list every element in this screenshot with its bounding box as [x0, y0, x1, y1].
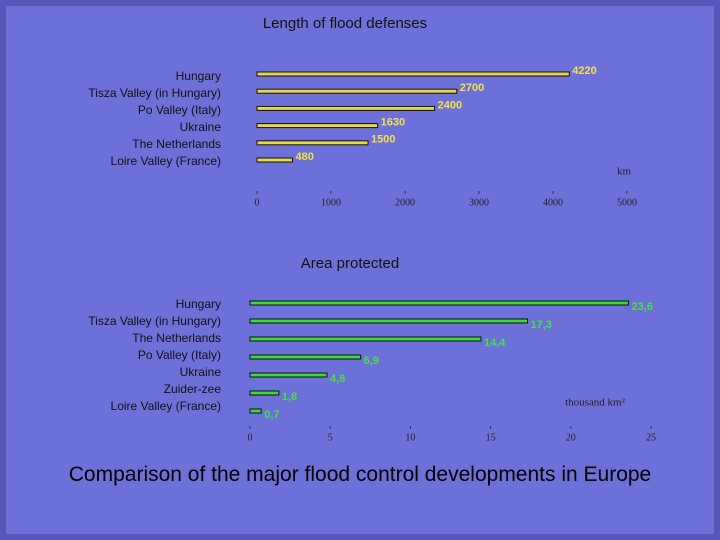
bar — [249, 390, 280, 396]
category-label: Po Valley (Italy) — [138, 103, 221, 117]
x-axis-label: thousand km² — [565, 397, 626, 409]
value-label: 14,4 — [484, 337, 506, 349]
bar — [256, 88, 458, 94]
category-label: Loire Valley (France) — [111, 154, 221, 168]
bar — [249, 354, 362, 360]
category-label: Loire Valley (France) — [111, 399, 221, 413]
value-label: 480 — [296, 151, 314, 163]
x-axis-label: km — [617, 166, 632, 178]
value-label: 1,8 — [282, 391, 297, 403]
x-tick-label: 1000 — [321, 197, 341, 208]
category-label: Tisza Valley (in Hungary) — [88, 86, 221, 100]
category-label: Zuider-zee — [164, 382, 222, 396]
bar — [249, 336, 482, 342]
category-label: Tisza Valley (in Hungary) — [88, 314, 221, 328]
bar — [256, 105, 436, 111]
bar — [256, 123, 379, 129]
bar — [249, 318, 528, 324]
x-tick-label: 3000 — [469, 197, 489, 208]
caption: Comparison of the major flood control de… — [68, 463, 652, 486]
bar — [256, 140, 369, 146]
value-label: 4220 — [572, 65, 596, 77]
x-tick-label: 5 — [328, 432, 333, 443]
value-label: 1630 — [381, 117, 405, 129]
value-label: 4,8 — [330, 373, 345, 385]
bar — [249, 408, 262, 414]
value-label: 17,3 — [530, 319, 551, 331]
chart-title: Area protected — [301, 255, 399, 272]
category-label: The Netherlands — [132, 137, 221, 151]
value-label: 2400 — [438, 99, 462, 111]
category-label: The Netherlands — [132, 331, 221, 345]
category-label: Hungary — [176, 69, 221, 83]
bar — [249, 300, 630, 306]
x-tick-label: 4000 — [543, 197, 563, 208]
bar — [249, 372, 328, 378]
x-tick-label: 25 — [646, 432, 656, 443]
x-tick-label: 10 — [405, 432, 415, 443]
x-tick-label: 5000 — [617, 197, 637, 208]
bar — [256, 157, 294, 163]
x-tick-label: 15 — [486, 432, 496, 443]
category-label: Hungary — [176, 297, 221, 311]
value-label: 1500 — [371, 134, 395, 146]
value-label: 6,9 — [364, 355, 379, 367]
category-label: Po Valley (Italy) — [138, 348, 221, 362]
category-label: Ukraine — [180, 120, 222, 134]
x-tick-label: 20 — [566, 432, 576, 443]
value-label: 23,6 — [632, 301, 653, 313]
chart-title: Length of flood defenses — [263, 15, 427, 32]
x-tick-label: 2000 — [395, 197, 415, 208]
category-label: Ukraine — [180, 365, 222, 379]
value-label: 0,7 — [264, 409, 279, 421]
x-tick-label: 0 — [255, 197, 260, 208]
x-tick-label: 0 — [248, 432, 253, 443]
bar — [256, 71, 570, 77]
value-label: 2700 — [460, 82, 484, 94]
